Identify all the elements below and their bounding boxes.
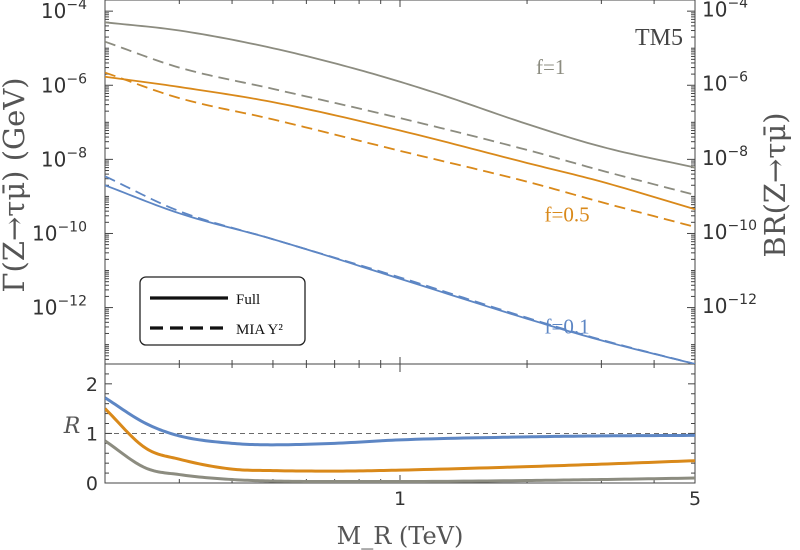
legend-label-mia: MIA Y² xyxy=(236,322,283,338)
x-axis-label: M_R (TeV) xyxy=(337,522,464,550)
ratio-y-tick-label: 0 xyxy=(86,473,98,495)
series-line-f-0-1-mia xyxy=(105,175,695,364)
series-line-f-1-full xyxy=(105,21,695,169)
y-axis-label-left: Γ(Z→τμ̄) (GeV) xyxy=(0,77,31,292)
ratio-line-f-0-1 xyxy=(105,396,695,447)
series-line-f-0-5-mia xyxy=(105,71,695,228)
series-line-f-0-5-full xyxy=(105,75,695,211)
y-tick-label-left: 10−8 xyxy=(41,145,87,171)
x-tick-label: 5 xyxy=(689,488,701,510)
chart-title: TM5 xyxy=(635,25,683,51)
y-tick-label-left: 10−10 xyxy=(32,219,87,245)
y-tick-label-right: 10−6 xyxy=(702,70,748,96)
annotation-f01: f=0.1 xyxy=(545,314,590,338)
legend: Full MIA Y² xyxy=(139,276,306,346)
annotation-f05: f=0.5 xyxy=(545,203,590,227)
series-line-f-0-1-full xyxy=(105,184,695,364)
top-series-lines xyxy=(105,21,695,364)
ratio-line-f-1 xyxy=(105,439,695,483)
y-tick-label-left: 10−6 xyxy=(41,71,87,97)
ratio-line-f-0-5 xyxy=(105,407,695,473)
series-line-f-1-mia xyxy=(105,40,695,196)
bottom-ticks: 0 1 2 1 5 xyxy=(86,364,701,510)
y-axis-label-right: BR(Z→τμ̄) xyxy=(758,112,792,257)
y-tick-label-right: 10−8 xyxy=(702,144,748,170)
y-tick-label-right: 10−10 xyxy=(702,218,757,244)
annotation-f1: f=1 xyxy=(536,55,565,79)
y-axis-label-ratio: R xyxy=(63,414,81,439)
y-tick-label-right: 10−12 xyxy=(702,292,757,318)
y-tick-label-right: 10−4 xyxy=(702,0,748,22)
y-tick-label-left: 10−4 xyxy=(41,0,87,23)
ratio-y-tick-label: 1 xyxy=(86,423,98,445)
bottom-series-lines xyxy=(105,396,695,483)
legend-label-full: Full xyxy=(236,292,260,308)
top-ticks: 10−4 10−6 10−8 10−10 10−12 10−4 10−6 10−8 10−10 1… xyxy=(32,0,757,365)
y-tick-label-left: 10−12 xyxy=(32,294,87,320)
x-tick-label: 1 xyxy=(394,488,406,510)
ratio-y-tick-label: 2 xyxy=(86,374,98,396)
